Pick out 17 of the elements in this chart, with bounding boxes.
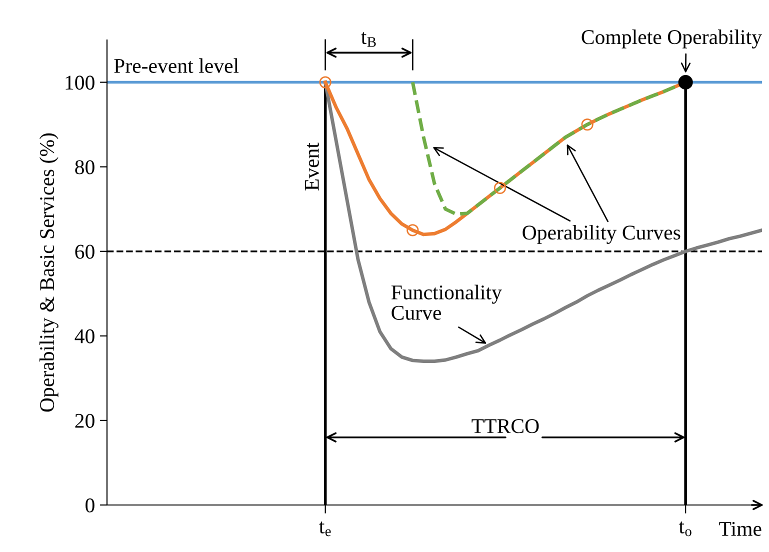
y-tick-label: 60 [75,244,94,259]
annotation: Complete Operability [582,30,762,48]
y-tick-label: 80 [75,160,94,174]
annotation: Functionality Curve [391,284,502,320]
annotation: TTRCO [472,419,539,434]
y-tick-label: 40 [74,329,94,344]
x-tick-label: t$_{o}$ [678,521,692,536]
annotation: t$_{B}$ [361,32,376,47]
x-tick-label: t$_{e}$ [319,521,331,536]
x-axis-title: Time [719,522,762,536]
y-axis-title: Operability & Basic Services (%) [39,133,58,412]
ref-line-label: Event [305,142,319,191]
y-tick-label: 20 [75,414,94,428]
ref-line-label: Pre-event level [114,58,239,73]
annotation: Operability Curves [522,224,680,244]
y-tick-label: 0 [86,498,94,512]
y-tick-label: 100 [66,76,94,90]
